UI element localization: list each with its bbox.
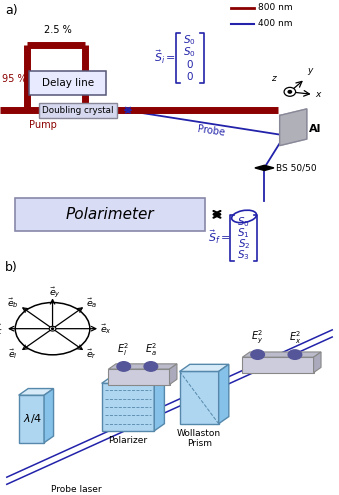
Text: 95 %: 95 %: [2, 74, 26, 84]
Text: Wollaston: Wollaston: [177, 429, 221, 438]
Polygon shape: [108, 364, 177, 369]
Text: $0$: $0$: [186, 70, 194, 82]
Polygon shape: [102, 383, 154, 431]
Text: $E_y^2$: $E_y^2$: [252, 329, 264, 346]
Text: $E_x^2$: $E_x^2$: [289, 329, 301, 346]
Text: $\vec{e}_a$: $\vec{e}_a$: [86, 297, 98, 310]
Polygon shape: [180, 364, 229, 371]
FancyBboxPatch shape: [39, 102, 117, 118]
FancyBboxPatch shape: [15, 198, 205, 231]
Circle shape: [288, 91, 292, 93]
Polygon shape: [242, 357, 314, 373]
Polygon shape: [314, 352, 321, 373]
Text: Pump: Pump: [29, 120, 57, 130]
Text: $\vec{S}_f=$: $\vec{S}_f=$: [208, 229, 231, 246]
Text: BS 50/50: BS 50/50: [276, 163, 317, 172]
Circle shape: [144, 362, 158, 371]
Text: $\vec{e}_y$: $\vec{e}_y$: [49, 286, 61, 299]
Polygon shape: [280, 109, 307, 146]
Polygon shape: [44, 389, 54, 443]
Text: $\vec{e}_b$: $\vec{e}_b$: [7, 297, 19, 310]
Text: $E_l^2$: $E_l^2$: [118, 341, 130, 358]
Text: $S_0$: $S_0$: [183, 45, 196, 59]
FancyBboxPatch shape: [29, 71, 106, 96]
Text: Al: Al: [308, 124, 321, 134]
Text: Probe: Probe: [197, 124, 225, 138]
Text: $\vec{k}$: $\vec{k}$: [0, 323, 3, 337]
Polygon shape: [19, 389, 54, 395]
Circle shape: [117, 362, 131, 371]
Polygon shape: [170, 364, 177, 385]
Circle shape: [52, 328, 54, 329]
Polygon shape: [154, 376, 164, 431]
Polygon shape: [102, 376, 164, 383]
Polygon shape: [19, 395, 44, 443]
Text: $z$: $z$: [271, 74, 278, 83]
Text: Prism: Prism: [187, 439, 212, 448]
Text: 800 nm: 800 nm: [258, 3, 292, 12]
Circle shape: [49, 326, 56, 331]
Polygon shape: [108, 369, 170, 385]
Circle shape: [284, 87, 296, 97]
Text: $E_a^2$: $E_a^2$: [145, 341, 157, 358]
Text: a): a): [5, 4, 18, 17]
Text: $S_1$: $S_1$: [237, 226, 250, 240]
Text: $\vec{e}_x$: $\vec{e}_x$: [100, 322, 112, 336]
Polygon shape: [242, 352, 321, 357]
Text: b): b): [5, 261, 18, 274]
Text: Probe laser: Probe laser: [51, 485, 101, 494]
Polygon shape: [219, 364, 229, 424]
Text: $x$: $x$: [315, 90, 323, 99]
Text: $\vec{e}_r$: $\vec{e}_r$: [86, 347, 97, 361]
Text: $\lambda/4$: $\lambda/4$: [23, 412, 43, 426]
Text: Delay line: Delay line: [42, 78, 94, 88]
Text: Polarimeter: Polarimeter: [66, 207, 155, 222]
Text: $S_0$: $S_0$: [183, 33, 196, 47]
Circle shape: [251, 350, 264, 359]
Circle shape: [288, 350, 302, 359]
Text: 2.5 %: 2.5 %: [44, 25, 72, 35]
Text: 400 nm: 400 nm: [258, 19, 292, 28]
Text: Polarizer: Polarizer: [108, 436, 147, 445]
Text: $\vec{S}_i=$: $\vec{S}_i=$: [154, 49, 176, 66]
Text: $0$: $0$: [186, 58, 194, 70]
Text: $y$: $y$: [307, 66, 315, 77]
Text: $S_0$: $S_0$: [237, 215, 250, 229]
Text: $S_2$: $S_2$: [238, 237, 250, 250]
Text: Doubling crystal: Doubling crystal: [42, 106, 114, 115]
Text: $S_3$: $S_3$: [237, 248, 250, 262]
Polygon shape: [180, 371, 219, 424]
Text: $\vec{e}_l$: $\vec{e}_l$: [8, 347, 18, 361]
Polygon shape: [255, 165, 274, 170]
